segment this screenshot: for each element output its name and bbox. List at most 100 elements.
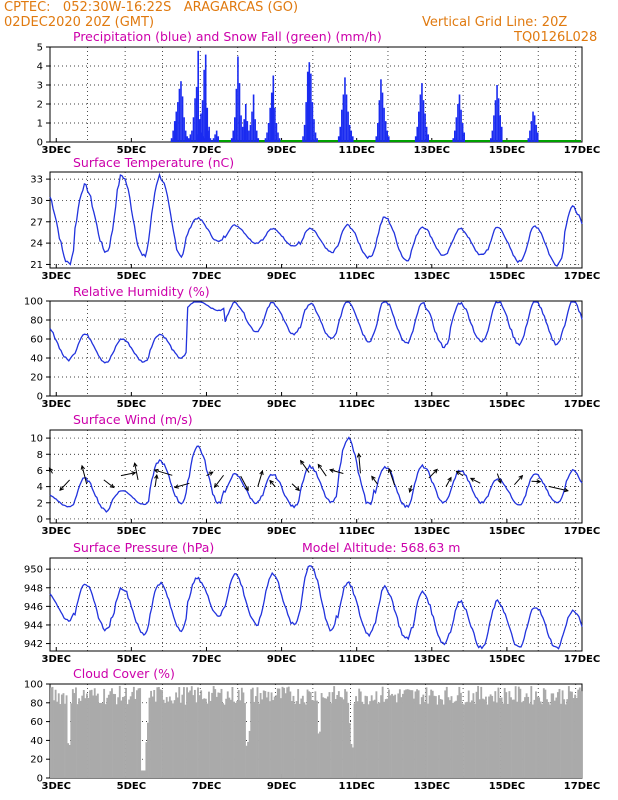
series-line (49, 301, 583, 364)
x-tick-label: 3DEC (42, 654, 71, 665)
cloud-bar (248, 730, 251, 778)
cloud-bar (272, 700, 275, 778)
cloud-bar (64, 703, 66, 778)
cloud-bar (217, 692, 220, 778)
precip-bar (313, 119, 315, 142)
cloud-bar (147, 722, 149, 778)
precip-bar (197, 134, 199, 142)
cloud-bar (309, 692, 312, 778)
cloud-bar (422, 694, 425, 778)
wind-arrow (469, 477, 481, 484)
precip-bar (310, 73, 312, 142)
cloud-bar (561, 690, 564, 778)
cloud-bar (334, 699, 337, 778)
wind-arrow-shaft (257, 470, 263, 487)
cloud-bar (386, 698, 389, 778)
cloud-bar (572, 698, 575, 778)
precip-bar (200, 113, 202, 142)
wind-arrow-shaft (428, 469, 438, 479)
cloud-bar (527, 696, 530, 778)
cloud-bar (256, 687, 259, 778)
y-tick-label: 0 (37, 392, 43, 403)
cloud-bar (148, 697, 151, 778)
cloud-bar (129, 696, 132, 778)
cloud-bar (187, 692, 190, 778)
precip-bar (254, 119, 256, 142)
wind-arrow-head (131, 471, 137, 476)
y-tick-label: 950 (24, 565, 43, 576)
wind-arrow-shaft (470, 477, 481, 484)
cloud-bar (413, 698, 415, 778)
cloud-bar (356, 701, 359, 778)
cloud-bar (106, 697, 109, 778)
cloud-bar (109, 691, 112, 778)
precip-bar (425, 126, 428, 142)
cloud-bar (384, 699, 387, 778)
wind-arrow-shaft (154, 469, 173, 476)
precip-bar (421, 83, 423, 142)
cloud-bar (114, 694, 117, 778)
cloud-bar (98, 702, 101, 778)
wind-arrow (408, 485, 413, 493)
panel-title: Relative Humidity (%) (73, 284, 210, 299)
x-tick-label: 15DEC (489, 399, 525, 410)
cloud-bar (203, 698, 206, 778)
cloud-bar (577, 689, 580, 778)
x-tick-label: 11DEC (338, 654, 374, 665)
precip-bar (418, 111, 420, 142)
precip-bar (267, 123, 270, 142)
x-tick-label: 5DEC (117, 526, 146, 537)
cloud-bar (499, 697, 501, 778)
wind-arrow-head (387, 467, 393, 473)
cloud-bar (489, 694, 492, 778)
x-tick-label: 5DEC (117, 271, 146, 282)
precip-bar (424, 113, 426, 142)
cloud-bar (531, 704, 534, 778)
y-tick-label: 0 (37, 138, 43, 149)
cloud-bar (434, 696, 437, 778)
cloud-bar (59, 704, 62, 778)
cloud-bar (297, 689, 300, 778)
precip-bar (384, 121, 387, 142)
cloud-bar (145, 742, 148, 778)
wind-arrow (317, 463, 327, 477)
precip-bar (344, 77, 346, 142)
cloud-bar (319, 731, 321, 778)
cloud-bar (520, 702, 523, 778)
x-tick-label: 5DEC (117, 399, 146, 410)
precip-bar (234, 117, 236, 142)
y-tick-label: 8 (37, 450, 43, 461)
cloud-bar (236, 700, 239, 778)
cloud-bar (200, 690, 203, 778)
y-tick-label: 40 (30, 736, 43, 747)
cloud-bar (516, 701, 519, 778)
cloud-bar (394, 694, 397, 778)
precip-bar (306, 71, 309, 142)
precip-bar (337, 136, 340, 142)
precip-bar (248, 130, 250, 142)
precip-bar (341, 109, 343, 142)
cloud-bar (259, 693, 262, 778)
precip-bar (238, 83, 241, 142)
cloud-bar (140, 770, 143, 778)
header-model-code: TQ0126L028 (514, 30, 598, 45)
cloud-bar (183, 687, 185, 778)
precip-bar (387, 136, 390, 142)
cloud-bar (574, 694, 577, 778)
precip-bar (201, 100, 204, 142)
cloud-bar (121, 697, 124, 778)
precip-bar (419, 94, 422, 142)
cloud-bar (201, 699, 204, 778)
series-line (49, 565, 583, 650)
precip-bar (461, 123, 464, 142)
x-tick-label: 9DEC (267, 271, 296, 282)
x-tick-label: 11DEC (338, 145, 374, 156)
cloud-bar (95, 695, 98, 778)
precip-bar (186, 136, 189, 142)
cloud-bar (229, 699, 232, 778)
wind-arrow-shaft (291, 483, 300, 491)
cloud-bar (450, 696, 453, 778)
precip-bar (533, 115, 536, 142)
cloud-bar (571, 691, 573, 778)
cloud-bar (567, 686, 570, 778)
